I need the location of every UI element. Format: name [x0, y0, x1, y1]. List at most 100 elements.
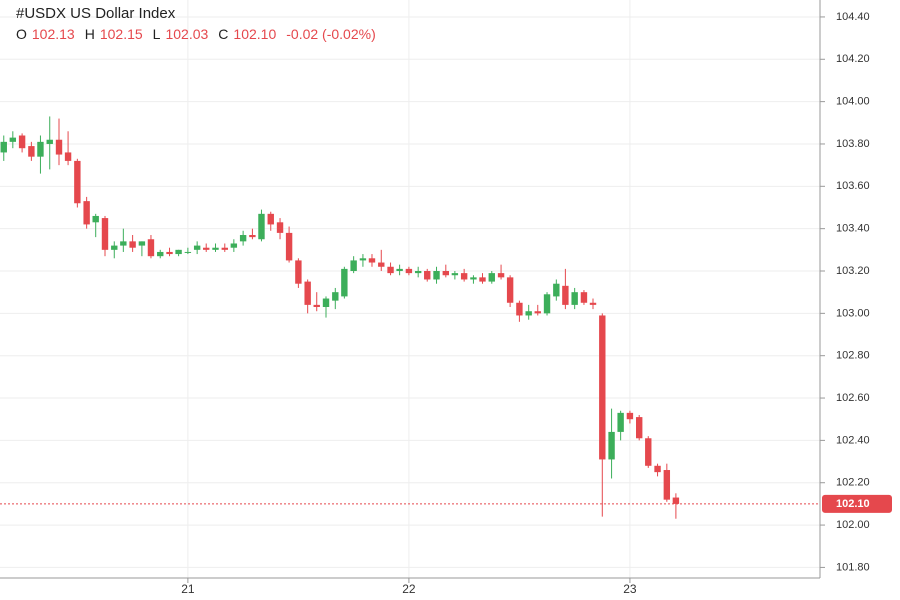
candle-body [74, 160, 81, 204]
y-tick-label: 104.20 [836, 53, 870, 65]
candle-body [543, 294, 551, 314]
last-price-label: 102.10 [836, 498, 870, 510]
candle-body [184, 251, 192, 253]
candle-body [580, 292, 588, 303]
candle-body [258, 213, 265, 240]
candle-body [470, 277, 477, 280]
last-price-box [822, 494, 892, 513]
candle-body [571, 292, 578, 305]
candle-body [0, 141, 7, 153]
y-tick-label: 104.40 [836, 11, 870, 23]
candle-body [276, 222, 284, 233]
candle-body [460, 273, 468, 280]
candle-body [129, 241, 136, 248]
y-tick-label: 102.80 [836, 350, 870, 362]
candle-body [645, 438, 652, 466]
candle-body [83, 201, 90, 225]
y-tick-label: 102.00 [836, 519, 870, 531]
candle-body [147, 239, 155, 257]
candle-body [239, 235, 247, 242]
candle-body [285, 232, 293, 261]
candle-body [525, 311, 532, 316]
y-tick-label: 103.20 [836, 265, 870, 277]
candle-body [193, 245, 201, 250]
ohlc-key: L [152, 26, 161, 42]
candle-body [387, 266, 394, 274]
candle-body [654, 465, 661, 473]
x-tick-label: 22 [402, 582, 416, 596]
candle-body [92, 215, 99, 223]
candle-body [433, 271, 440, 280]
candle-body [18, 135, 26, 149]
candle-body [516, 302, 523, 316]
y-tick-label: 101.80 [836, 561, 870, 573]
candle-body [562, 285, 569, 305]
candle-body [332, 292, 339, 301]
candle-body [451, 273, 459, 276]
candle-body [64, 152, 72, 161]
y-tick-label: 103.40 [836, 223, 870, 235]
chart-header: #USDX US Dollar Index O 102.13 H 102.15 L 102… [16, 5, 376, 42]
candle-body [534, 311, 541, 314]
candle-body [663, 470, 671, 500]
x-tick-label: 23 [623, 582, 637, 596]
candle-body [589, 302, 597, 305]
candle-body [672, 497, 680, 504]
y-tick-label: 102.60 [836, 392, 870, 404]
candle-body [9, 137, 17, 142]
ohlc-key: C [218, 26, 229, 42]
ohlc-legend: O 102.13 H 102.15 L 102.03 C 102.10 -0.02 (-0.02… [16, 26, 376, 42]
candle-body [350, 260, 357, 272]
candle-body [111, 245, 118, 250]
candle-body [599, 315, 606, 460]
candle-body [101, 218, 109, 250]
candle-body [138, 241, 146, 246]
ohlc-value: 102.13 [31, 26, 75, 42]
candle-body [368, 258, 376, 263]
candle-body [203, 247, 210, 250]
candle-body [157, 251, 164, 257]
candle-body [55, 139, 63, 155]
ohlc-value: 102.03 [165, 26, 209, 42]
candle-body [166, 251, 173, 255]
candle-body [267, 213, 274, 225]
candle-body [405, 268, 413, 274]
candle-body [396, 268, 403, 272]
candle-body [378, 262, 385, 267]
candle-body [497, 273, 505, 278]
candle-body [120, 241, 127, 246]
y-tick-label: 102.40 [836, 434, 870, 446]
candle-body [617, 412, 624, 432]
candle-body [608, 431, 615, 460]
candle-body [313, 304, 320, 307]
candle-body [359, 258, 367, 261]
candle-body [230, 243, 238, 248]
ohlc-value: 102.10 [233, 26, 277, 42]
candle-body [488, 273, 495, 282]
candle-body [46, 139, 53, 144]
candle-body [249, 235, 256, 238]
x-tick-label: 21 [181, 582, 195, 596]
ohlc-key: O [16, 26, 27, 42]
candle-body [304, 281, 311, 305]
candle-body [626, 412, 634, 420]
candle-body [212, 247, 219, 250]
candle-body [175, 249, 182, 255]
candle-body [341, 268, 348, 297]
candle-body [553, 283, 560, 297]
y-tick-label: 103.80 [836, 138, 870, 150]
ohlc-value: 102.15 [99, 26, 143, 42]
ohlc-change: -0.02 (-0.02%) [286, 26, 376, 42]
y-tick-label: 102.20 [836, 477, 870, 489]
candle-body [636, 417, 643, 439]
candle-body [414, 271, 422, 274]
candles [0, 116, 680, 519]
candle-body [479, 277, 486, 282]
candle-body [221, 247, 228, 250]
candle-body [37, 141, 44, 157]
candle-body [322, 298, 330, 307]
candle-body [442, 271, 450, 276]
ohlc-key: H [84, 26, 95, 42]
